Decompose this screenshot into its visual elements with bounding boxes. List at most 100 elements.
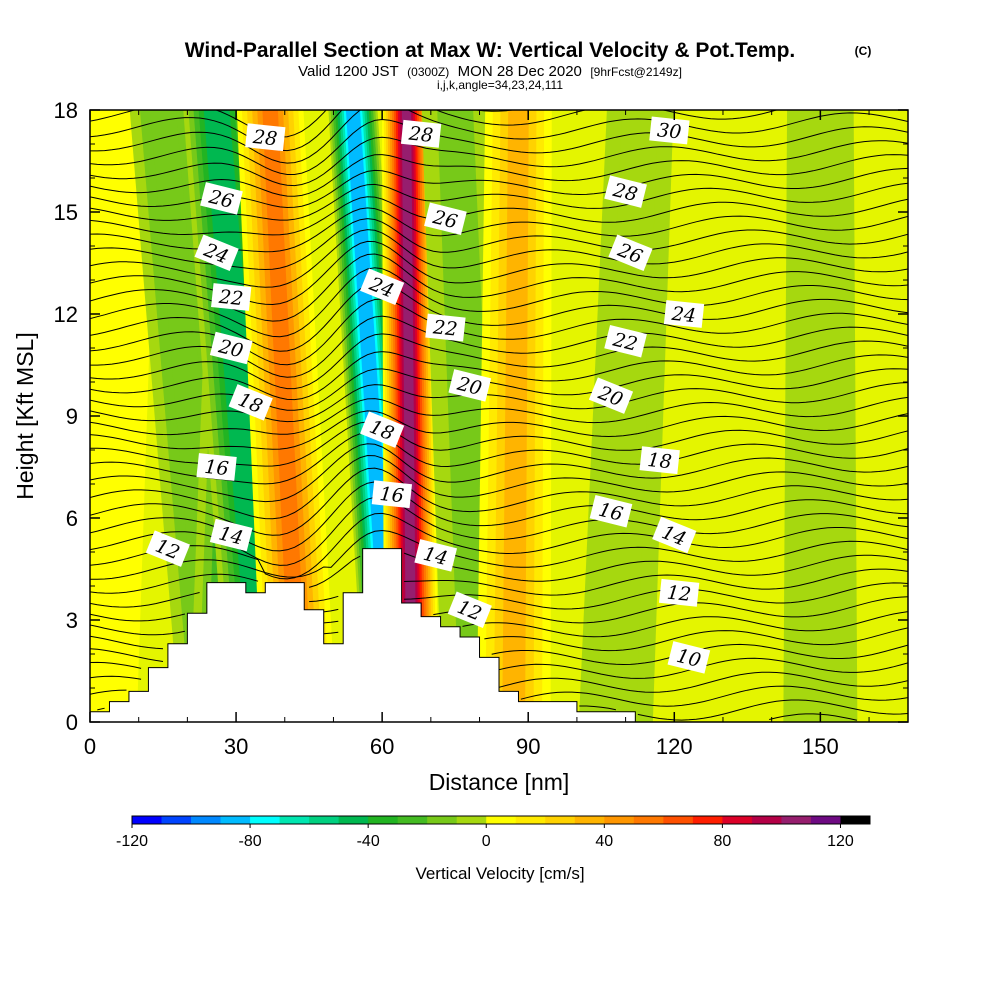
contour-label: 20: [209, 331, 253, 365]
contour-label-box: [448, 369, 492, 402]
x-tick-label: 90: [516, 734, 540, 759]
title-valid-date: MON 28 Dec 2020: [458, 63, 582, 80]
contour-label: 18: [360, 411, 405, 448]
isentrope-line: [90, 396, 908, 436]
contour-label-box: [667, 641, 711, 674]
isentrope-line: [90, 529, 908, 580]
x-tick-label: 60: [370, 734, 394, 759]
colorbar-swatch: [545, 816, 576, 824]
contour-label: 24: [663, 300, 705, 328]
title-valid-line: Valid 1200 JST (0300Z) MON 28 Dec 2020 […: [298, 63, 682, 80]
isentrope-line: [769, 713, 858, 721]
contour-label: 14: [209, 518, 253, 552]
isentrope-line: [90, 512, 908, 580]
contour-label-box: [604, 324, 647, 358]
colorbar-tick-label: 80: [714, 833, 732, 850]
x-tick-label: 150: [802, 734, 839, 759]
isentrope-line: [90, 368, 908, 411]
contour-label-box: [424, 202, 467, 236]
colorbar-swatch: [220, 816, 251, 824]
title-indices: i,j,k,angle=34,23,24,111: [437, 78, 563, 92]
contour-label: 20: [448, 369, 492, 402]
colorbar-swatch: [132, 816, 162, 824]
axes: 0 30 60 90 120 150 0 3 6 9 12 15 18: [54, 98, 908, 759]
colorbar-swatch: [810, 816, 841, 824]
colorbar-swatch: [692, 816, 723, 824]
contour-label-box: [194, 234, 239, 272]
colorbar-tick-label: 0: [482, 833, 491, 850]
contour-label-box: [447, 591, 492, 629]
contour-label-box: [209, 331, 253, 365]
colorbar-tick-label: 120: [827, 833, 854, 850]
y-tick-label: 18: [54, 98, 78, 123]
colorbar-tick-label: -40: [357, 833, 380, 850]
isentrope-line: [90, 467, 908, 536]
colorbar-swatch: [574, 816, 605, 824]
colorbar-swatch: [368, 816, 399, 824]
contour-label-box: [608, 234, 653, 272]
colorbar-frame: [131, 815, 871, 825]
isentrope-line: [90, 611, 908, 650]
contour-label: 28: [245, 123, 286, 152]
y-tick-label: 15: [54, 200, 78, 225]
isentrope-line: [90, 333, 908, 390]
colorbar-swatch: [191, 816, 221, 824]
colorbar-swatch: [633, 816, 664, 824]
contour-label: 26: [200, 182, 243, 215]
contour-label-text: 30: [656, 119, 682, 143]
contour-label-box: [604, 175, 647, 208]
colorbar-swatch: [486, 816, 517, 824]
contour-label-box: [371, 480, 413, 509]
terrain-profile: [90, 548, 636, 722]
contour-label-text: 16: [203, 456, 229, 480]
colorbar-swatch: [250, 816, 280, 824]
isentrope-line: [90, 110, 908, 152]
isentrope-line: [90, 118, 908, 175]
isentrope-line: [90, 136, 908, 187]
colorbar-swatch: [751, 816, 782, 824]
y-axis-label: Height [Kft MSL]: [12, 332, 38, 499]
colorbar-swatch: [663, 816, 694, 824]
contour-label: 22: [425, 313, 466, 342]
x-axis-label: Distance [nm]: [429, 769, 570, 795]
colorbar-swatch: [427, 816, 458, 824]
title-valid-zulu: (0300Z): [407, 65, 449, 79]
isentrope-line: [90, 627, 908, 662]
contour-label: 22: [211, 283, 252, 311]
contour-label-text: 22: [217, 286, 244, 311]
x-tick-label: 30: [224, 734, 248, 759]
contour-label-box: [589, 494, 633, 528]
contour-label: 10: [667, 641, 711, 674]
x-tick-label: 0: [84, 734, 96, 759]
contour-label: 16: [196, 453, 237, 481]
isentrope-line: [90, 410, 908, 450]
contour-label-box: [663, 300, 705, 328]
colorbar-swatch: [781, 816, 812, 824]
x-tick-label: 120: [656, 734, 693, 759]
contour-label: 30: [649, 116, 690, 145]
contour-label-box: [200, 182, 243, 215]
contour-label-box: [652, 516, 697, 554]
isentrope-line: [90, 110, 517, 138]
colorbar-swatch: [309, 816, 340, 824]
contour-label-box: [400, 119, 442, 148]
contour-label: 26: [424, 202, 467, 236]
figure-title: Wind-Parallel Section at Max W: Vertical…: [185, 39, 872, 92]
isentrope-line: [90, 229, 908, 288]
colorbar-swatch: [604, 816, 635, 824]
isentrope-line: [90, 267, 908, 338]
potential-temperature-contours: [90, 110, 908, 721]
contour-label-box: [360, 268, 405, 306]
contour-label-box: [649, 116, 690, 145]
colorbar-swatch: [338, 816, 369, 824]
contour-label-box: [659, 578, 700, 607]
isentrope-line: [90, 582, 908, 622]
isentrope-line: [90, 568, 908, 608]
contour-label: 16: [371, 480, 413, 509]
isentrope-line: [90, 351, 908, 401]
isentrope-line: [90, 454, 908, 520]
contour-label: 26: [608, 234, 653, 272]
contour-label-box: [196, 453, 237, 481]
plot-area: 2826242220181614122826242220181614123028…: [90, 110, 908, 722]
